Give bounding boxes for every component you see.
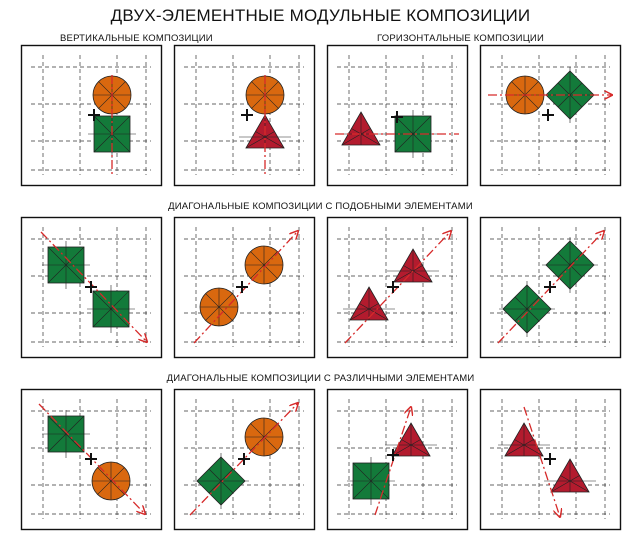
diamond-diagonal bbox=[514, 296, 540, 322]
composition-panel-12 bbox=[479, 388, 622, 531]
section-title-diagonal-similar: ДИАГОНАЛЬНЫЕ КОМПОЗИЦИИ С ПОДОБНЫМИ ЭЛЕМ… bbox=[168, 201, 473, 212]
composition-axis bbox=[189, 403, 298, 516]
section-title-vertical: ВЕРТИКАЛЬНЫЕ КОМПОЗИЦИИ bbox=[60, 33, 213, 44]
page-title: ДВУХ-ЭЛЕМЕНТНЫЕ МОДУЛЬНЫЕ КОМПОЗИЦИИ bbox=[110, 6, 531, 25]
triangle-median bbox=[351, 128, 381, 146]
triangle-median bbox=[341, 128, 371, 146]
triangle-median bbox=[401, 439, 431, 457]
composition-panel-10 bbox=[173, 388, 316, 531]
circle-construction-line bbox=[205, 293, 233, 321]
composition-panel-11 bbox=[326, 388, 469, 531]
composition-panel-5 bbox=[20, 216, 163, 359]
circle-construction-line bbox=[250, 251, 278, 279]
circle-construction-line bbox=[97, 467, 125, 495]
diamond-diagonal bbox=[557, 252, 583, 278]
triangle-median bbox=[403, 265, 433, 283]
composition-panel-1 bbox=[20, 44, 163, 187]
panel-frame bbox=[326, 388, 469, 531]
section-title-horizontal: ГОРИЗОНТАЛЬНЫЕ КОМПОЗИЦИИ bbox=[377, 33, 544, 44]
triangle-median bbox=[391, 439, 421, 457]
triangle-median bbox=[514, 439, 544, 457]
composition-axis bbox=[523, 406, 560, 517]
composition-panel-8 bbox=[479, 216, 622, 359]
composition-axis bbox=[497, 231, 604, 344]
composition-panel-3 bbox=[326, 44, 469, 187]
composition-panel-4 bbox=[479, 44, 622, 187]
section-title-diagonal-different: ДИАГОНАЛЬНЫЕ КОМПОЗИЦИИ С РАЗЛИЧНЫМИ ЭЛЕ… bbox=[166, 373, 475, 384]
composition-panel-2 bbox=[173, 44, 316, 187]
triangle-median bbox=[245, 131, 275, 149]
composition-panel-7 bbox=[326, 216, 469, 359]
composition-panel-9 bbox=[20, 388, 163, 531]
triangle-median bbox=[550, 475, 580, 493]
triangle-median bbox=[255, 131, 285, 149]
diamond-diagonal bbox=[208, 468, 234, 494]
triangle-median bbox=[560, 475, 590, 493]
composition-panel-6 bbox=[173, 216, 316, 359]
panel-frame bbox=[173, 216, 316, 359]
triangle-median bbox=[393, 265, 423, 283]
triangle-median bbox=[504, 439, 534, 457]
triangle-median bbox=[349, 303, 379, 321]
composition-axis bbox=[344, 231, 451, 344]
